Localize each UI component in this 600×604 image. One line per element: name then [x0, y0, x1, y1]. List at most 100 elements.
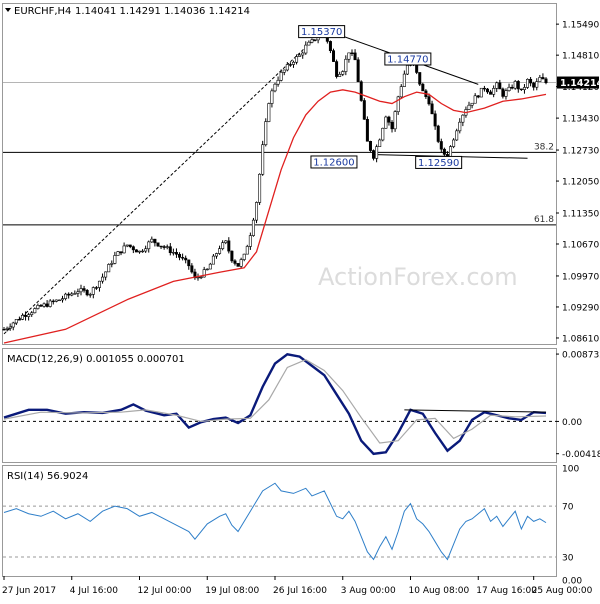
candle-body-109: [338, 73, 342, 77]
price-panel-frame: [2, 3, 557, 345]
candle-body-54: [168, 246, 172, 254]
candle-body-16: [51, 300, 55, 303]
candle-body-138: [427, 96, 431, 105]
candle-body-111: [344, 58, 348, 72]
candle-body-161: [498, 82, 502, 90]
candle-body-112: [347, 52, 351, 60]
candle-body-90: [279, 71, 283, 81]
candle-body-75: [233, 260, 237, 264]
candle-body-174: [538, 77, 542, 82]
candle-body-21: [67, 293, 71, 296]
candle-body-114: [353, 52, 357, 61]
candle-body-27: [85, 290, 89, 296]
candle-body-42: [131, 246, 135, 251]
candle-body-176: [544, 78, 548, 83]
candle-body-8: [27, 314, 31, 317]
candle-body-163: [504, 90, 508, 97]
candle-body-64: [199, 276, 203, 279]
candle-body-159: [492, 88, 496, 95]
x-tick-label-3: 19 Jul 08:00: [205, 586, 259, 596]
price-tick-label-9: 1.09290: [562, 303, 599, 313]
candle-body-61: [190, 265, 194, 273]
x-tick-label-0: 27 Jun 2017: [2, 586, 56, 596]
candle-body-48: [150, 238, 154, 243]
candle-body-143: [442, 148, 446, 155]
candle-body-43: [134, 249, 138, 253]
candle-body-58: [181, 257, 185, 259]
annotation-label-3: 1.12590: [418, 158, 459, 169]
price-tick-label-3: 1.13430: [562, 115, 599, 125]
price-tick-label-1: 1.14810: [562, 52, 599, 62]
candle-body-35: [110, 263, 114, 265]
candle-body-153: [473, 95, 477, 104]
candle-body-31: [97, 280, 101, 288]
rsi-tick-label-0: 100: [562, 465, 579, 475]
candle-body-11: [36, 305, 40, 309]
candle-body-9: [30, 312, 34, 315]
candle-body-84: [261, 144, 265, 175]
candles: [2, 28, 548, 332]
price-tag-label: 1.14214: [560, 78, 600, 89]
candle-body-116: [359, 81, 363, 101]
candle-body-130: [402, 73, 406, 87]
candle-body-151: [467, 104, 471, 110]
candle-body-89: [276, 79, 280, 85]
candle-body-37: [116, 251, 120, 256]
candle-body-81: [251, 219, 255, 236]
candle-body-107: [332, 50, 336, 62]
candle-body-99: [307, 41, 311, 46]
candle-body-33: [104, 271, 108, 278]
trendline-0: [3, 29, 325, 335]
candle-body-6: [20, 314, 24, 320]
candle-body-154: [476, 95, 480, 98]
rsi-panel-frame: [2, 465, 557, 577]
candle-body-28: [88, 294, 92, 296]
price-tag-box: [557, 76, 599, 89]
candle-body-88: [273, 83, 277, 92]
x-tick-label-7: 17 Aug 16:00: [476, 586, 537, 596]
candle-body-94: [291, 61, 295, 65]
candle-body-119: [368, 140, 372, 151]
price-tick-label-6: 1.11350: [562, 209, 599, 219]
candle-body-45: [141, 250, 145, 253]
candle-body-72: [224, 240, 228, 243]
candle-body-82: [255, 202, 259, 221]
candle-body-50: [156, 242, 160, 247]
candle-body-78: [242, 253, 246, 260]
candle-body-108: [335, 61, 339, 77]
candle-body-12: [39, 305, 43, 307]
candle-body-3: [11, 322, 15, 328]
candle-body-155: [479, 87, 483, 98]
candle-body-24: [76, 291, 80, 294]
annotation-label-1: 1.14770: [387, 54, 428, 65]
candle-body-36: [113, 255, 117, 264]
candle-body-157: [485, 88, 489, 93]
candle-body-52: [162, 246, 166, 248]
price-axis: 1.154901.148101.141201.134301.127301.120…: [556, 21, 600, 344]
candle-body-123: [381, 127, 385, 141]
candle-body-170: [526, 78, 530, 88]
x-tick-label-4: 26 Jul 16:00: [273, 586, 327, 596]
candle-body-131: [405, 65, 409, 75]
moving-average-line: [3, 89, 547, 344]
candle-body-165: [510, 86, 514, 89]
candle-body-26: [82, 288, 86, 291]
candle-body-80: [248, 235, 252, 247]
candle-body-47: [147, 241, 151, 250]
candle-body-148: [458, 121, 462, 132]
annotation-box-0: [298, 25, 346, 39]
candle-body-76: [236, 263, 240, 267]
annotation-box-3: [415, 155, 463, 169]
x-tick-label-5: 3 Aug 00:00: [341, 586, 396, 596]
candle-body-69: [214, 253, 218, 257]
candle-body-169: [522, 87, 526, 90]
candle-body-136: [421, 83, 425, 92]
price-tick-label-7: 1.10670: [562, 241, 599, 251]
candle-body-97: [301, 52, 305, 56]
dropdown-triangle-icon[interactable]: [5, 8, 11, 12]
candle-body-49: [153, 238, 157, 244]
candle-body-34: [107, 264, 111, 273]
candle-body-139: [430, 103, 434, 115]
candle-body-92: [285, 64, 289, 71]
